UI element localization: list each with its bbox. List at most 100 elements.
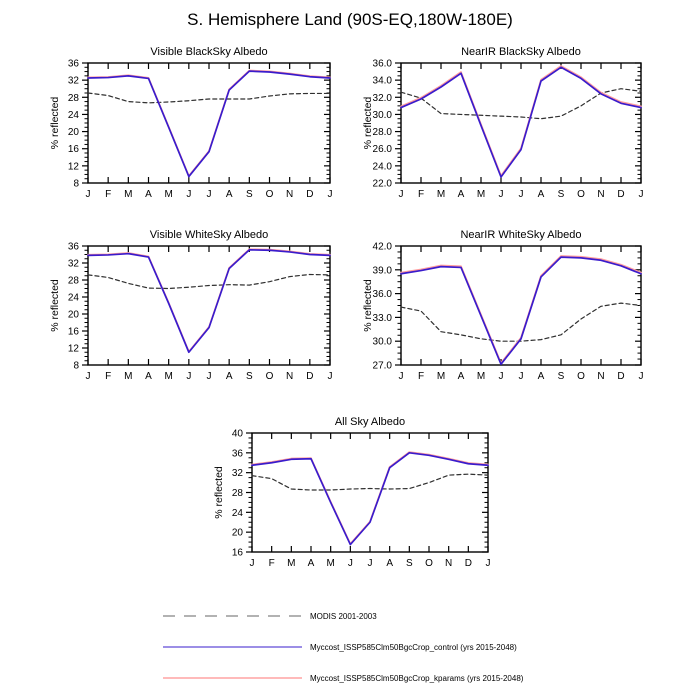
svg-text:A: A	[386, 558, 393, 569]
svg-text:N: N	[286, 189, 293, 200]
legend-row: MODIS 2001-2003	[162, 607, 377, 625]
svg-text:N: N	[445, 558, 452, 569]
svg-text:O: O	[425, 558, 433, 569]
svg-text:36: 36	[232, 448, 244, 459]
svg-text:30.0: 30.0	[373, 337, 393, 348]
svg-text:J: J	[328, 371, 333, 382]
svg-text:24: 24	[68, 110, 80, 121]
svg-text:J: J	[348, 558, 353, 569]
svg-text:J: J	[186, 189, 191, 200]
svg-text:12: 12	[68, 344, 80, 355]
chart-allsky-albedo: All Sky Albedo % reflected 16 20 24 28 32 36 40 J…	[213, 416, 491, 569]
svg-text:M: M	[124, 371, 132, 382]
svg-text:N: N	[597, 189, 604, 200]
svg-text:J: J	[399, 189, 404, 200]
svg-text:% reflected: % reflected	[362, 97, 374, 150]
svg-text:M: M	[477, 189, 485, 200]
svg-text:8: 8	[73, 361, 79, 372]
svg-text:S: S	[558, 189, 565, 200]
svg-text:J: J	[86, 371, 91, 382]
svg-text:32.0: 32.0	[373, 93, 393, 104]
svg-text:Visible WhiteSky Albedo: Visible WhiteSky Albedo	[150, 229, 268, 241]
legend-line-kparams-icon	[163, 677, 302, 679]
svg-text:S: S	[246, 189, 253, 200]
svg-text:% reflected: % reflected	[49, 97, 61, 150]
svg-text:M: M	[164, 371, 172, 382]
svg-text:28: 28	[68, 93, 80, 104]
svg-text:J: J	[207, 371, 212, 382]
svg-text:36: 36	[68, 242, 80, 253]
legend-label-kparams: Myccost_ISSP585Clm50BgcCrop_kparams (yrs…	[310, 673, 524, 683]
svg-text:J: J	[499, 371, 504, 382]
svg-text:A: A	[226, 189, 233, 200]
svg-text:8: 8	[73, 179, 79, 190]
svg-text:24.0: 24.0	[373, 161, 393, 172]
legend-line-control-icon	[163, 646, 302, 648]
svg-text:A: A	[226, 371, 233, 382]
svg-text:J: J	[328, 189, 333, 200]
svg-text:NearIR BlackSky Albedo: NearIR BlackSky Albedo	[461, 46, 581, 58]
chart-nearir-blacksky-albedo: NearIR BlackSky Albedo % reflected 22.0 24.…	[362, 46, 644, 200]
svg-text:M: M	[124, 189, 132, 200]
svg-text:A: A	[145, 371, 152, 382]
svg-text:36.0: 36.0	[373, 59, 393, 70]
svg-text:J: J	[486, 558, 491, 569]
svg-text:34.0: 34.0	[373, 76, 393, 87]
svg-text:16: 16	[232, 548, 244, 559]
svg-text:24: 24	[68, 293, 80, 304]
svg-text:F: F	[105, 371, 111, 382]
legend-line-modis-icon	[163, 615, 302, 617]
svg-text:M: M	[164, 189, 172, 200]
svg-text:36.0: 36.0	[373, 289, 393, 300]
svg-text:D: D	[306, 189, 313, 200]
svg-text:33.0: 33.0	[373, 313, 393, 324]
svg-text:All Sky Albedo: All Sky Albedo	[335, 416, 405, 428]
svg-text:S: S	[406, 558, 413, 569]
svg-text:16: 16	[68, 327, 80, 338]
svg-text:% reflected: % reflected	[362, 279, 374, 332]
svg-text:D: D	[617, 189, 624, 200]
svg-text:28: 28	[232, 488, 244, 499]
legend-label-control: Myccost_ISSP585Clm50BgcCrop_control (yrs…	[310, 642, 517, 652]
svg-text:24: 24	[232, 508, 244, 519]
svg-text:40: 40	[232, 429, 244, 440]
svg-text:% reflected: % reflected	[213, 466, 225, 519]
svg-text:42.0: 42.0	[373, 242, 393, 253]
svg-text:F: F	[418, 371, 424, 382]
svg-text:20: 20	[68, 310, 80, 321]
svg-text:D: D	[306, 371, 313, 382]
svg-text:20: 20	[232, 528, 244, 539]
svg-text:J: J	[499, 189, 504, 200]
svg-text:A: A	[538, 189, 545, 200]
figure-title: S. Hemisphere Land (90S-EQ,180W-180E)	[187, 10, 513, 29]
svg-text:16: 16	[68, 144, 80, 155]
svg-text:NearIR WhiteSky Albedo: NearIR WhiteSky Albedo	[460, 229, 581, 241]
svg-text:J: J	[250, 558, 255, 569]
svg-text:30.0: 30.0	[373, 110, 393, 121]
svg-text:% reflected: % reflected	[49, 279, 61, 332]
svg-text:A: A	[458, 189, 465, 200]
svg-text:20: 20	[68, 127, 80, 138]
chart-visible-whitesky-albedo: Visible WhiteSky Albedo % reflected 8 12 16 2…	[49, 229, 333, 382]
svg-text:32: 32	[68, 76, 80, 87]
legend-row: Myccost_ISSP585Clm50BgcCrop_control (yrs…	[162, 638, 517, 656]
svg-text:A: A	[458, 371, 465, 382]
svg-text:J: J	[368, 558, 373, 569]
legend-label-modis: MODIS 2001-2003	[310, 611, 377, 621]
svg-text:J: J	[186, 371, 191, 382]
legend-row: Myccost_ISSP585Clm50BgcCrop_kparams (yrs…	[162, 669, 523, 687]
svg-text:S: S	[558, 371, 565, 382]
svg-text:A: A	[308, 558, 315, 569]
svg-text:27.0: 27.0	[373, 361, 393, 372]
svg-text:J: J	[639, 189, 644, 200]
svg-text:M: M	[287, 558, 295, 569]
svg-text:26.0: 26.0	[373, 144, 393, 155]
svg-text:32: 32	[232, 468, 244, 479]
svg-text:J: J	[399, 371, 404, 382]
svg-text:28.0: 28.0	[373, 127, 393, 138]
svg-text:O: O	[577, 371, 585, 382]
svg-text:F: F	[418, 189, 424, 200]
svg-text:32: 32	[68, 259, 80, 270]
svg-text:N: N	[286, 371, 293, 382]
